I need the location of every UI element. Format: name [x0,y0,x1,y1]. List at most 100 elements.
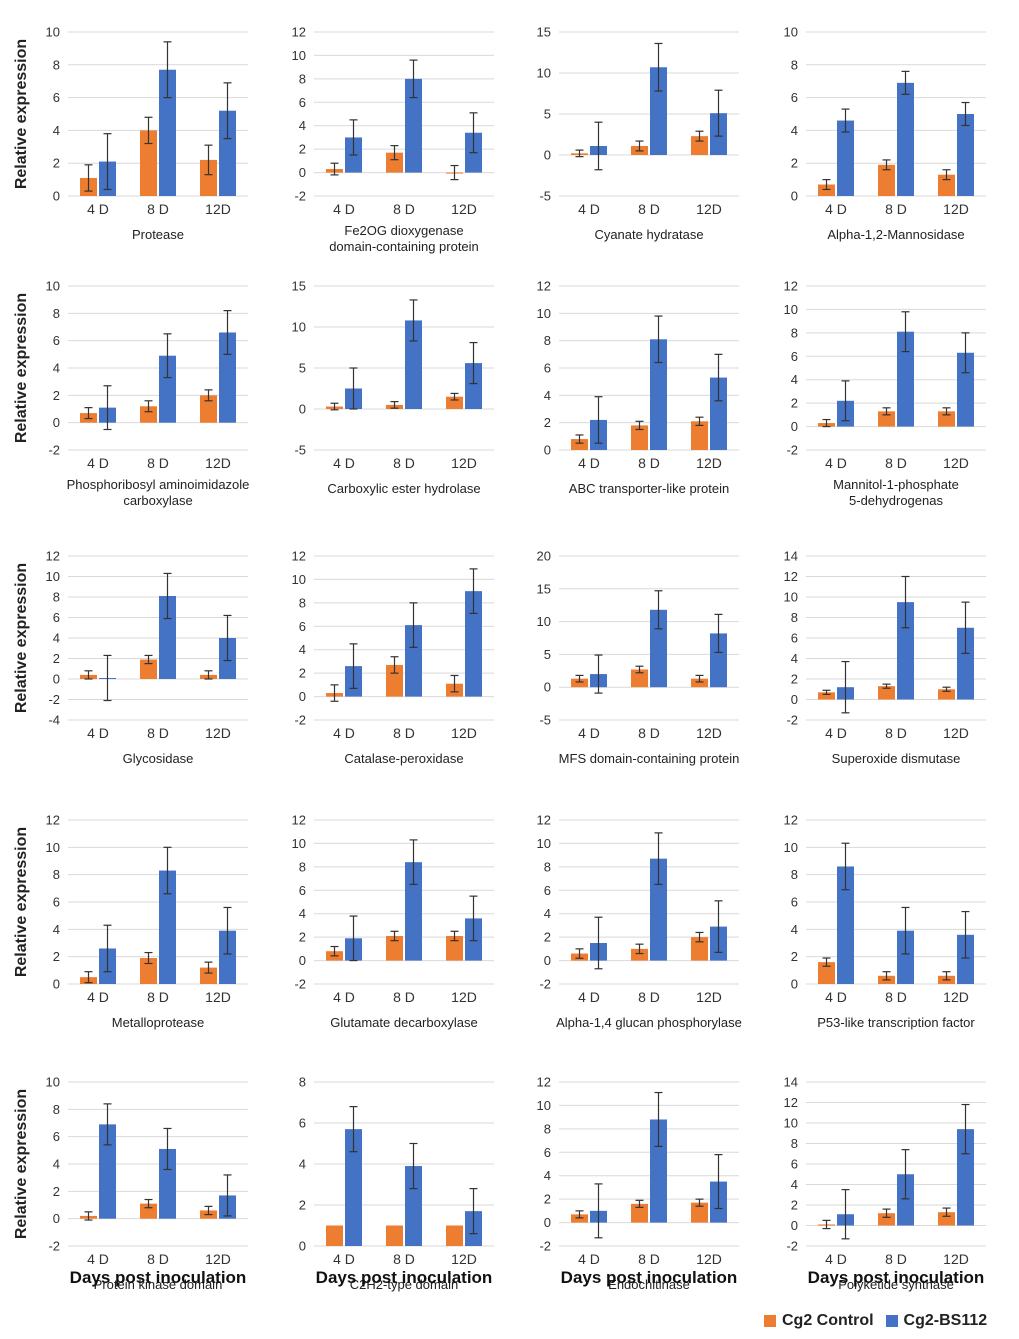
panel-1-xtick-label: 8 D [147,201,169,217]
panel-11-ytick-label: 15 [537,581,551,596]
panel-15-ytick-label: 12 [537,813,551,828]
panel-2-xtick-label: 4 D [333,201,355,217]
panel-6-ytick-label: 10 [292,320,306,335]
panel-3-ytick-label: 5 [544,107,551,122]
panel-11-bar-control [571,678,588,688]
panel-17-ytick-label: -2 [48,1239,60,1254]
panel-14-xtick-label: 8 D [393,989,415,1005]
panel-14-bar-control [446,935,463,961]
panel-20-title: Polyketide synthase [838,1277,954,1292]
panel-8-bar-bs112 [957,352,974,427]
panel-17-ytick-label: 4 [53,1157,60,1172]
panel-18-bar-control [386,1225,403,1246]
panel-1-bar-control [140,130,157,196]
panel-20-ytick-label: 12 [784,1095,798,1110]
panel-19-ytick-label: 12 [537,1075,551,1090]
panel-1-bar-bs112 [159,69,176,196]
panel-9-ytick-label: 2 [53,651,60,666]
panel-3-xtick-label: 12D [696,201,722,217]
panel-13-ytick-label: 12 [46,813,60,828]
panel-9-ylabel: Relative expression [13,563,30,713]
panel-1-xtick-label: 4 D [87,201,109,217]
panel-14-ytick-label: 4 [299,906,306,921]
panel-19-ytick-label: -2 [539,1239,551,1254]
panel-8-ytick-label: 12 [784,279,798,294]
panel-10-ytick-label: 6 [299,619,306,634]
panel-16-ytick-label: 12 [784,813,798,828]
panel-2-ytick-label: 10 [292,48,306,63]
panel-14-title: Glutamate decarboxylase [330,1015,477,1030]
panel-14-ytick-label: 0 [299,953,306,968]
panel-5-xtick-label: 12D [205,455,231,471]
panel-3-title: Cyanate hydratase [594,227,703,242]
panel-13-xtick-label: 12D [205,989,231,1005]
panel-11-bar-bs112 [650,609,667,688]
panel-18-ytick-label: 4 [299,1157,306,1172]
panel-10-ytick-label: 0 [299,689,306,704]
panel-12-ytick-label: 8 [791,610,798,625]
panel-9-xtick-label: 4 D [87,725,109,741]
panel-11-ytick-label: 10 [537,614,551,629]
panel-17-ytick-label: 8 [53,1102,60,1117]
panel-1-xtick-label: 12D [205,201,231,217]
panel-12-ytick-label: 4 [791,651,798,666]
panel-4-bar-control [878,164,895,196]
panel-3-bar-control [691,136,708,155]
panel-8-bar-control [878,411,895,427]
panel-10-bar-bs112 [405,625,422,697]
panel-19-ytick-label: 8 [544,1121,551,1136]
panel-12-ytick-label: 6 [791,631,798,646]
panel-5-ytick-label: 8 [53,306,60,321]
legend-swatch-bs112 [885,1315,898,1327]
panel-19-ytick-label: 4 [544,1168,551,1183]
panel-4-ytick-label: 4 [791,123,798,138]
panel-6-title: Carboxylic ester hydrolase [327,481,480,496]
panel-5-title: Phosphoribosyl aminoimidazole [67,477,250,492]
panel-14-xtick-label: 12D [451,989,477,1005]
panel-5-ytick-label: 6 [53,333,60,348]
panel-13-ytick-label: 0 [53,977,60,992]
panel-7-xtick-label: 8 D [638,455,660,471]
panel-1-bar-control [200,159,217,196]
panel-5-xtick-label: 8 D [147,455,169,471]
panel-12-bar-bs112 [957,627,974,700]
panel-15-xtick-label: 4 D [578,989,600,1005]
panel-9-ytick-label: 4 [53,631,60,646]
panel-19-title: Endochitinase [608,1277,690,1292]
panel-13-ytick-label: 4 [53,922,60,937]
panel-2-title-line2: domain-containing protein [329,239,479,254]
panel-8-title-line2: 5-dehydrogenas [849,493,943,508]
panel-13-bar-control [200,967,217,984]
panel-12-title: Superoxide dismutase [832,751,961,766]
panel-15-bar-control [691,937,708,961]
panel-19-ytick-label: 10 [537,1098,551,1113]
panel-20-ytick-label: 14 [784,1075,798,1090]
panel-4-bar-bs112 [957,114,974,196]
panel-5-ytick-label: 4 [53,361,60,376]
panel-19-bar-control [631,1203,648,1223]
panel-20-xlabel: Days post inoculation [808,1268,985,1287]
panel-4-bar-control [818,184,835,196]
panel-13-ytick-label: 2 [53,949,60,964]
panel-19-ytick-label: 6 [544,1145,551,1160]
panel-12-xtick-label: 12D [943,725,969,741]
panel-15-ytick-label: 2 [544,930,551,945]
panel-16-ytick-label: 0 [791,977,798,992]
panel-12-bar-control [878,686,895,700]
panel-7-xtick-label: 4 D [578,455,600,471]
panel-12-ytick-label: 10 [784,590,798,605]
panel-2-ytick-label: 8 [299,71,306,86]
panel-18-xtick-label: 12D [451,1251,477,1267]
panel-14-ytick-label: 2 [299,930,306,945]
panel-15-xtick-label: 8 D [638,989,660,1005]
panel-8-bar-bs112 [897,331,914,427]
panel-16-bar-bs112 [897,930,914,984]
panel-17-ytick-label: 0 [53,1211,60,1226]
panel-20-bar-control [878,1213,895,1226]
panel-6-xtick-label: 8 D [393,455,415,471]
panel-19-bar-bs112 [650,1119,667,1223]
panel-18-xlabel: Days post inoculation [316,1268,493,1287]
panel-18-bar-control [446,1225,463,1246]
panel-10-xtick-label: 8 D [393,725,415,741]
panel-11-ytick-label: -5 [539,713,551,728]
